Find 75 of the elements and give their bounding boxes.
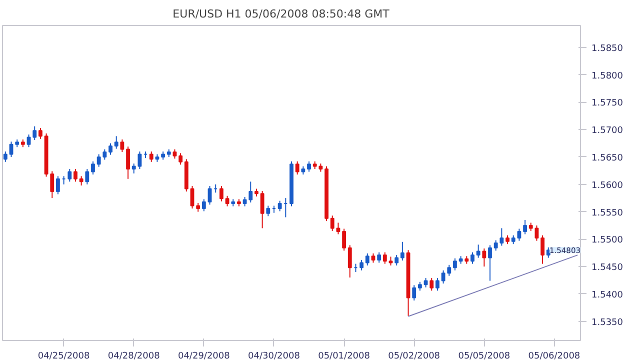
candlestick (96, 154, 101, 168)
candlestick (219, 186, 224, 202)
y-tick-label: 1.5800 (592, 71, 624, 82)
candlestick (126, 146, 130, 180)
x-tick-label: 04/28/2008 (108, 352, 160, 362)
chart-title: EUR/USD H1 05/06/2008 08:50:48 GMT (172, 8, 390, 20)
candlestick (441, 270, 446, 284)
candlestick (38, 127, 42, 140)
y-tick-label: 1.5850 (592, 44, 624, 54)
y-tick-label: 1.5550 (592, 208, 624, 218)
y-tick-label: 1.5450 (592, 263, 624, 274)
candlestick (68, 168, 72, 182)
y-tick-label: 1.5700 (592, 126, 624, 136)
candlestick (453, 258, 457, 271)
candlestick (377, 252, 382, 264)
candlestick (278, 200, 282, 212)
candlestick (394, 254, 399, 266)
candlestick (523, 219, 527, 235)
candlestick (172, 148, 177, 160)
candlestick (470, 252, 474, 264)
candlestick (266, 205, 270, 217)
y-tick-label: 1.5650 (592, 153, 624, 164)
candlestick (225, 195, 230, 207)
candlestick (149, 151, 154, 162)
y-tick-label: 1.5350 (592, 318, 624, 328)
candlestick (295, 160, 300, 176)
candlestick (546, 246, 550, 258)
candlestick (85, 168, 90, 185)
candlestick (307, 160, 311, 172)
y-tick-label: 1.5500 (592, 236, 624, 246)
y-tick-label: 1.5600 (592, 180, 624, 191)
candlestick (348, 244, 352, 278)
candlestick (400, 241, 404, 262)
candlestick (74, 168, 78, 182)
x-tick-label: 05/01/2008 (318, 352, 370, 362)
candlestick (3, 151, 8, 162)
candlestick (260, 190, 264, 229)
candlestick (120, 138, 124, 153)
candlestick (365, 252, 370, 266)
x-tick-label: 05/06/2008 (528, 352, 580, 362)
candlestick (108, 142, 112, 156)
y-tick-label: 1.5750 (592, 98, 624, 109)
x-tick-label: 05/05/2008 (458, 352, 510, 362)
candlestick (500, 228, 504, 246)
x-tick-label: 05/02/2008 (388, 352, 440, 362)
candlestick (56, 176, 60, 195)
candlestick (114, 136, 118, 150)
x-tick-label: 04/30/2008 (248, 352, 300, 362)
candlestick (32, 126, 37, 140)
candlestick (91, 160, 95, 176)
candlestick (412, 284, 416, 302)
candlestick (447, 264, 452, 276)
candlestick (517, 228, 522, 242)
candlestick (50, 170, 54, 199)
candlestick (482, 248, 486, 268)
candlestick (371, 252, 376, 264)
candlestick (494, 240, 498, 252)
candlestick (208, 186, 212, 206)
candlestick (342, 228, 346, 252)
candlestick (540, 234, 545, 264)
x-tick-label: 04/25/2008 (38, 352, 90, 362)
candlestick (430, 278, 434, 292)
candlestick (436, 278, 440, 292)
candlestick (476, 244, 480, 258)
candlestick (178, 152, 183, 166)
candlestick (26, 134, 31, 148)
candlestick (360, 259, 364, 271)
candlestick (382, 252, 387, 264)
candlestick (102, 148, 107, 160)
x-tick-label: 04/29/2008 (178, 352, 230, 362)
candlestick (534, 224, 539, 242)
candlestick (488, 244, 492, 282)
candlestick (202, 198, 206, 212)
candlestick (79, 176, 84, 186)
y-tick-label: 1.5400 (592, 290, 624, 300)
